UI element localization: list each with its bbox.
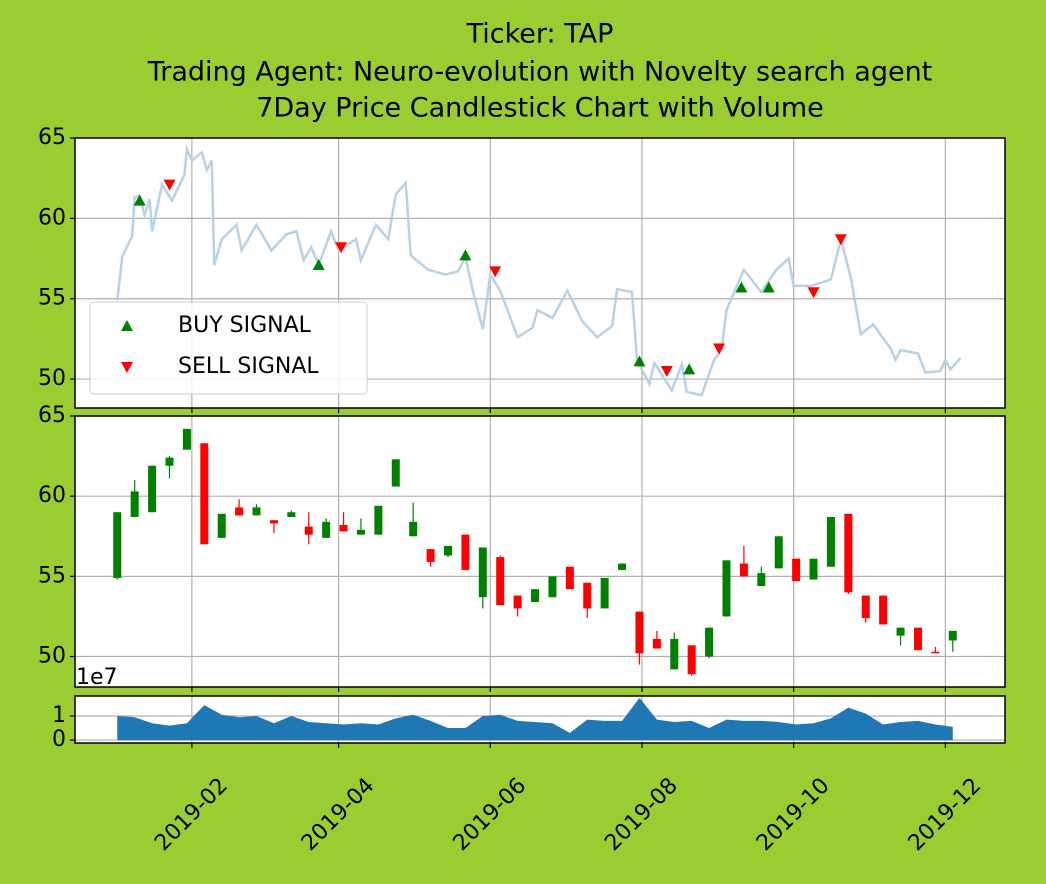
candle-body (148, 465, 157, 513)
candle-body (513, 595, 522, 609)
x-tick-label: 2019-12 (904, 773, 987, 856)
candle-body (217, 513, 226, 538)
candle-body (356, 529, 365, 535)
candle-body (165, 457, 174, 466)
signal-marker (683, 363, 696, 375)
signal-marker (660, 366, 673, 378)
y-tick-label: 65 (38, 403, 66, 428)
axes-frame (74, 695, 1006, 744)
candle-body (478, 547, 487, 598)
y-tick-label: 55 (38, 563, 66, 588)
candle-body (339, 525, 348, 532)
plot-area (75, 416, 1005, 687)
candle-body (583, 582, 592, 609)
legend-label: SELL SIGNAL (178, 354, 319, 379)
candle-body (531, 589, 540, 603)
candle-body (774, 536, 783, 569)
legend-marker (121, 362, 133, 373)
candle-body (948, 630, 957, 641)
candle-body (391, 459, 400, 487)
x-tick-label: 2019-02 (150, 773, 233, 856)
signal-marker (459, 249, 472, 261)
candle-body (757, 573, 766, 586)
legend-label: BUY SIGNAL (178, 313, 312, 338)
candle-body (374, 505, 383, 535)
y-tick-label: 55 (38, 286, 66, 311)
y-tick-label: 50 (38, 366, 66, 391)
signal-marker (762, 281, 775, 293)
signal-marker (133, 194, 146, 206)
candle-body (322, 521, 331, 538)
y-tick-label: 60 (38, 205, 66, 230)
y-tick-label: 0 (52, 727, 66, 752)
y-tick-label: 50 (38, 644, 66, 669)
signal-marker (163, 179, 176, 191)
candle-body (496, 557, 505, 606)
candle-body (304, 526, 313, 535)
legend-box (89, 301, 368, 395)
price-line (116, 144, 962, 397)
candle-body (618, 563, 627, 570)
candle-body (931, 651, 940, 654)
candle-body (670, 638, 679, 670)
y-tick-label: 1 (52, 703, 66, 728)
y-tick-label: 60 (38, 483, 66, 508)
volume-area (117, 697, 953, 741)
chart-title: Trading Agent: Neuro-evolution with Nove… (147, 57, 933, 88)
candle-body (739, 563, 748, 577)
candle-body (861, 595, 870, 619)
candle-body (287, 512, 296, 518)
signal-marker (735, 281, 748, 293)
candle-body (652, 638, 661, 649)
candle-body (113, 512, 122, 578)
signal-marker (807, 287, 820, 299)
candle-body (269, 520, 278, 524)
candle-body (600, 577, 609, 609)
candle-body (809, 558, 818, 580)
candle-body (896, 627, 905, 636)
candle-body (461, 534, 470, 570)
offset-label: 1e7 (76, 665, 118, 690)
candle-body (426, 549, 435, 562)
axes-frame (74, 137, 1006, 409)
candle-body (826, 517, 835, 567)
axes-frame (74, 415, 1006, 688)
candle-body (792, 558, 801, 582)
candle-body (913, 627, 922, 651)
x-tick-label: 2019-10 (752, 773, 835, 856)
signal-marker (713, 343, 726, 355)
candle-body (687, 645, 696, 675)
signal-marker (834, 234, 847, 246)
candle-body (443, 545, 452, 556)
candle-body (844, 513, 853, 593)
candle-body (565, 566, 574, 590)
candle-body (409, 521, 418, 537)
signal-marker (489, 266, 502, 278)
candle-body (705, 627, 714, 657)
candle-body (252, 507, 261, 516)
candle-body (235, 507, 244, 516)
y-tick-label: 65 (38, 125, 66, 150)
candle-body (722, 560, 731, 617)
signal-marker (335, 242, 348, 254)
legend-marker (121, 320, 133, 331)
candle-body (200, 443, 209, 545)
x-tick-label: 2019-08 (600, 773, 683, 856)
chart-title: 7Day Price Candlestick Chart with Volume (256, 93, 824, 124)
candle-body (182, 428, 191, 450)
x-tick-label: 2019-06 (449, 773, 532, 856)
candle-body (879, 595, 888, 625)
candle-body (548, 576, 557, 598)
candle-body (130, 491, 139, 518)
signal-marker (633, 355, 646, 367)
x-tick-label: 2019-04 (297, 773, 380, 856)
chart-title: Ticker: TAP (466, 19, 614, 50)
candle-body (635, 611, 644, 654)
signal-marker (312, 258, 325, 270)
